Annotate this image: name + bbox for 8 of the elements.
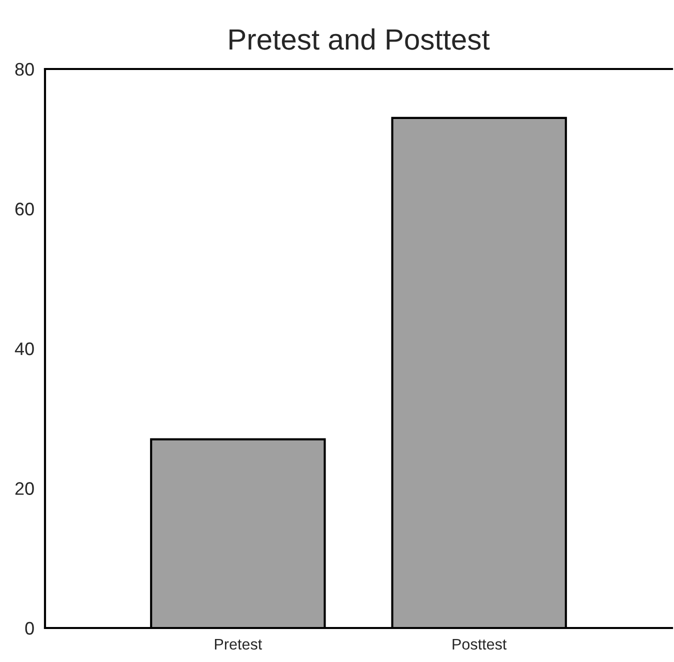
chart-title: Pretest and Posttest xyxy=(230,28,490,50)
x-tick-label: Pretest xyxy=(214,638,262,650)
y-tick-label: 60 xyxy=(15,202,34,216)
x-tick-label: Posttest xyxy=(452,638,507,650)
y-tick-label: 80 xyxy=(15,62,34,76)
y-tick-label: 20 xyxy=(15,482,34,495)
y-tick-label: 40 xyxy=(14,342,34,356)
y-tick-label: 0 xyxy=(25,622,34,635)
